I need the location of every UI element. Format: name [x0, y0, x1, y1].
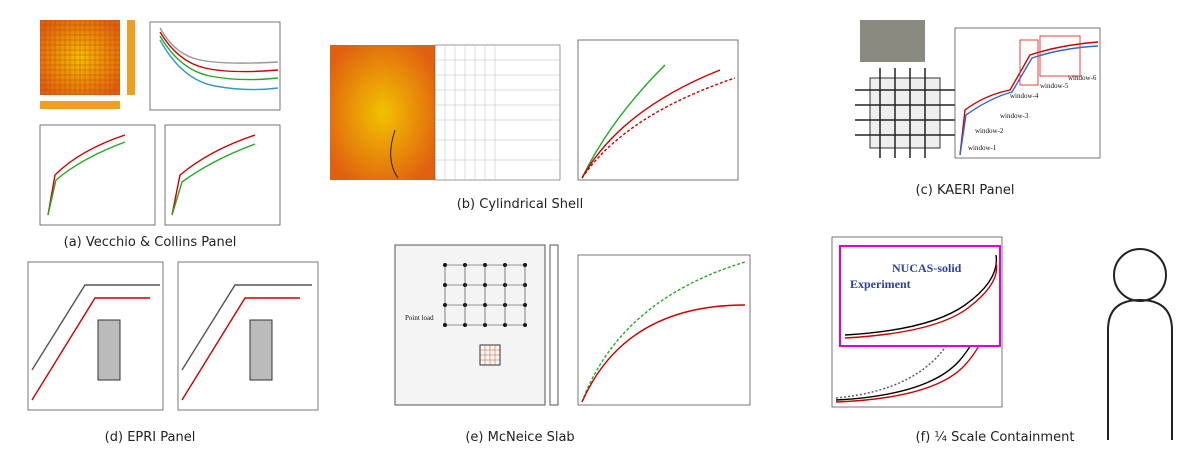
- caption: (c) KAERI Panel: [916, 183, 1015, 198]
- shell-mesh: [330, 45, 435, 180]
- annotation: Point load: [405, 314, 434, 322]
- plot: [40, 125, 155, 225]
- annotation: window-5: [1040, 82, 1069, 90]
- panel-b: (b) Cylindrical Shell: [330, 40, 738, 212]
- caption: (a) Vecchio & Collins Panel: [64, 235, 237, 250]
- panel-a: (a) Vecchio & Collins Panel: [40, 20, 280, 250]
- annotation: window-6: [1068, 74, 1097, 82]
- panel-e: Point load (e) McNeice Slab: [395, 245, 750, 445]
- annotation: window-3: [1000, 112, 1029, 120]
- plot: [150, 22, 280, 110]
- caption: (e) McNeice Slab: [465, 430, 574, 445]
- annotation: window-2: [975, 127, 1004, 135]
- panel-f: NUCAS-solid Experiment (f) ¼ Scale Conta…: [832, 237, 1172, 445]
- caption: (b) Cylindrical Shell: [457, 197, 584, 212]
- plot: [578, 255, 750, 405]
- figure: (a) Vecchio & Collins Panel (b) Cylindri…: [0, 0, 1194, 449]
- caption: (d) EPRI Panel: [105, 430, 196, 445]
- annotation: NUCAS-solid: [892, 261, 962, 275]
- plot: [178, 262, 318, 410]
- annotation: Experiment: [850, 277, 911, 291]
- annotation: window-1: [968, 144, 997, 152]
- annotation: window-4: [1010, 92, 1039, 100]
- panel-d: (d) EPRI Panel: [28, 262, 318, 445]
- plot: [28, 262, 163, 410]
- panel-c: window-1 window-2 window-3 window-4 wind…: [855, 20, 1100, 198]
- plot: [578, 40, 738, 180]
- caption: (f) ¼ Scale Containment: [916, 430, 1075, 445]
- plot: [165, 125, 280, 225]
